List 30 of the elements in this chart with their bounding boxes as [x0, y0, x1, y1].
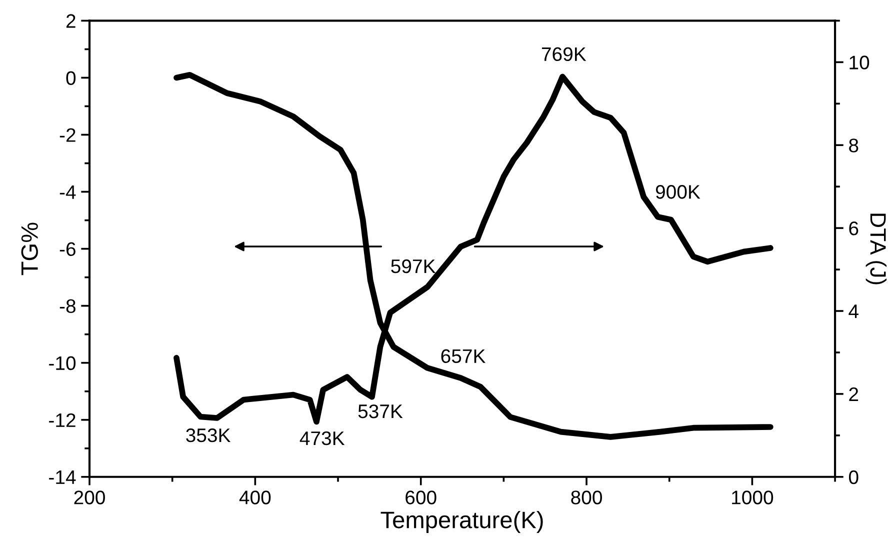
annotation: 657K: [441, 349, 486, 364]
y-tick-label: -8: [60, 299, 76, 314]
y2-tick-label: 6: [849, 222, 858, 236]
y-tick-label: 0: [66, 71, 76, 85]
y2-tick-label: 4: [848, 304, 858, 318]
y-tick-label: -14: [49, 470, 76, 484]
y2-tick-label: 10: [850, 56, 870, 70]
y2-axis-title: DTA (J): [866, 214, 887, 284]
x-axis-title: Temperature(K): [380, 510, 543, 533]
y-tick-label: -4: [60, 185, 76, 199]
annotation: 769K: [542, 47, 586, 62]
annotation: 597K: [391, 259, 436, 274]
x-tick-label: 600: [406, 490, 436, 504]
y2-tick-label: 2: [849, 387, 858, 401]
y-tick-label: -6: [60, 242, 76, 256]
annotation: 900K: [656, 185, 700, 199]
x-tick-label: 800: [571, 490, 602, 504]
y-tick-label: -2: [60, 128, 76, 142]
x-tick-label: 400: [239, 490, 271, 504]
y2-tick-label: 0: [848, 470, 858, 484]
annotation: 473K: [300, 431, 345, 446]
y-tick-label: -12: [49, 413, 76, 427]
y2-tick-label: 8: [849, 138, 858, 152]
x-tick-label: 1000: [732, 490, 774, 504]
y-axis-title: TG%: [21, 222, 38, 276]
annotation: 537K: [358, 404, 403, 418]
y-tick-label: 2: [66, 14, 76, 28]
annotation: 353K: [186, 428, 231, 442]
x-tick-label: 200: [74, 490, 105, 504]
y-tick-label: -10: [49, 356, 76, 370]
